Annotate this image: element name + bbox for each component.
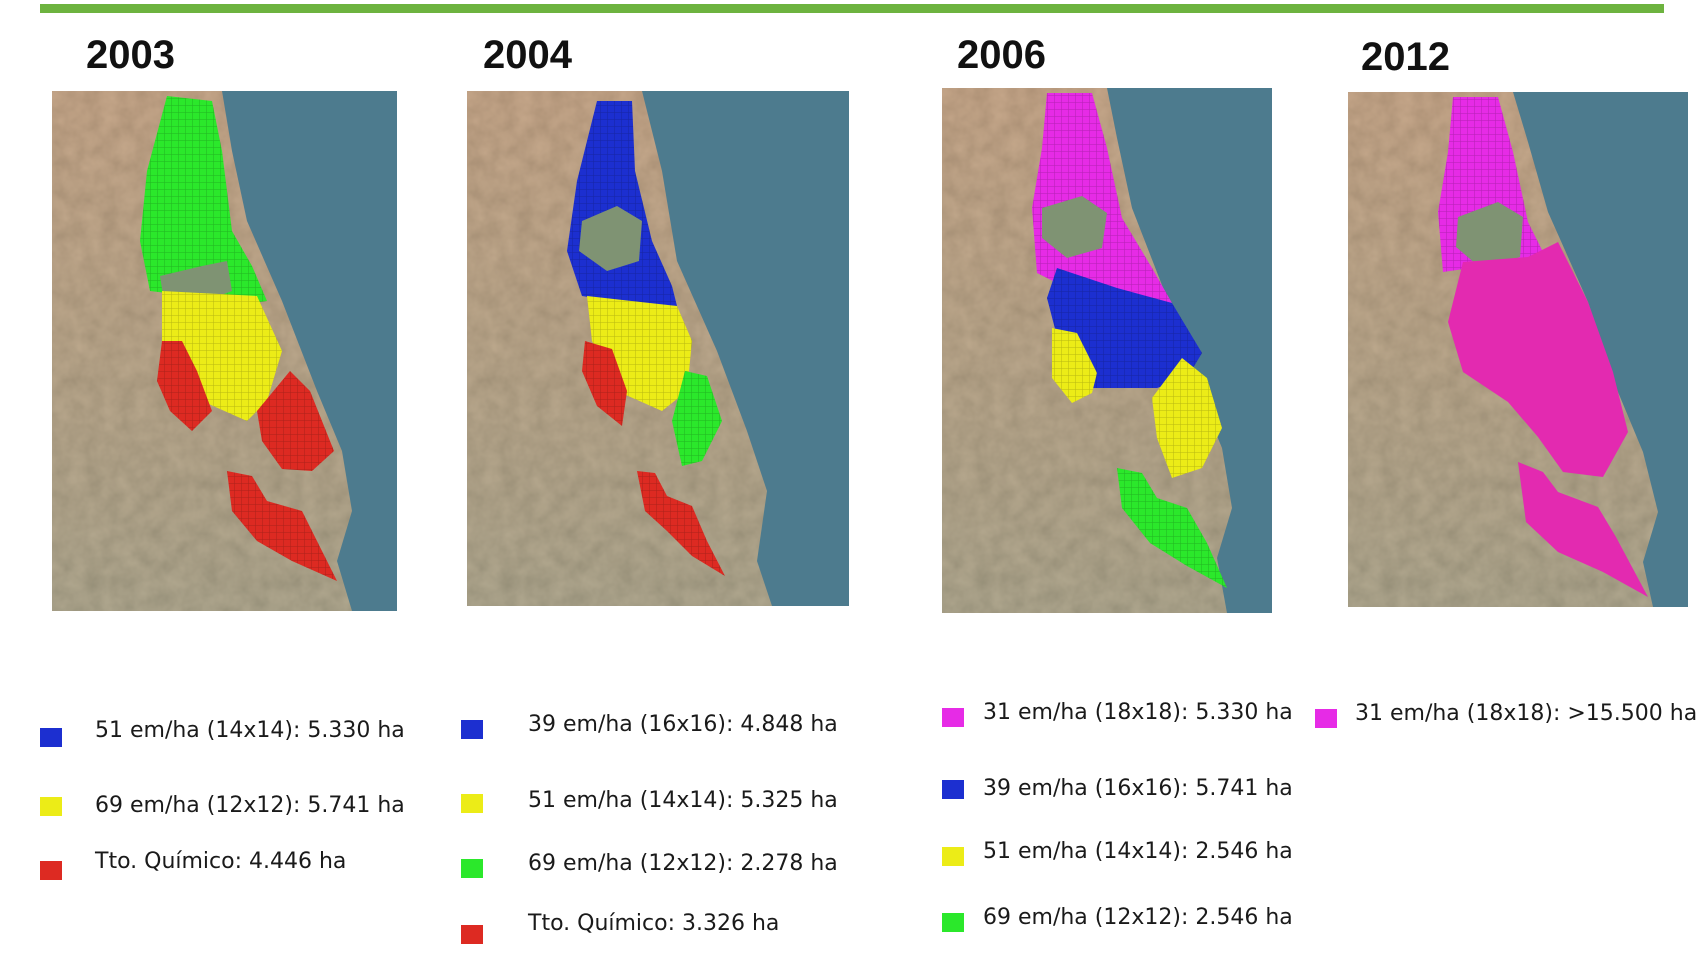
legend-swatch-blue [461,720,483,739]
lake [1042,196,1107,258]
lake [579,206,642,271]
map-2003 [52,91,397,611]
year-title-2012: 2012 [1361,35,1450,79]
zone-pink-south [1518,462,1648,597]
legend-swatch-yellow [40,797,62,816]
sea [642,91,849,606]
legend-swatch-red [461,925,483,944]
legend-swatch-magenta [1315,709,1337,728]
legend-label: 69 em/ha (12x12): 2.278 ha [528,851,838,876]
legend-swatch-red [40,861,62,880]
legend-swatch-green [461,859,483,878]
header-bar [40,4,1664,13]
legend-swatch-yellow [942,847,964,866]
map-2012 [1348,92,1688,607]
year-title-2004: 2004 [483,33,572,77]
map-2004 [467,91,849,606]
legend-label: 39 em/ha (16x16): 5.741 ha [983,776,1293,801]
legend-swatch-yellow [461,794,483,813]
legend-label: 51 em/ha (14x14): 5.325 ha [528,788,838,813]
legend-label: 69 em/ha (12x12): 5.741 ha [95,793,405,818]
legend-label: 51 em/ha (14x14): 2.546 ha [983,839,1293,864]
legend-label: 51 em/ha (14x14): 5.330 ha [95,718,405,743]
legend-label: Tto. Químico: 3.326 ha [528,911,780,936]
zone-pink-center [1448,242,1628,477]
legend-swatch-magenta [942,708,964,727]
legend-swatch-blue [942,780,964,799]
sea [1513,92,1688,607]
legend-label: 31 em/ha (18x18): 5.330 ha [983,700,1293,725]
legend-swatch-green [942,913,964,932]
map-2006 [942,88,1272,613]
year-title-2006: 2006 [957,33,1046,77]
legend-label: 39 em/ha (16x16): 4.848 ha [528,712,838,737]
lake [1456,202,1523,270]
legend-label: 31 em/ha (18x18): >15.500 ha [1355,701,1698,726]
legend-swatch-blue [40,728,62,747]
year-title-2003: 2003 [86,33,175,77]
sea [222,91,397,611]
legend-label: 69 em/ha (12x12): 2.546 ha [983,905,1293,930]
legend-label: Tto. Químico: 4.446 ha [95,849,347,874]
